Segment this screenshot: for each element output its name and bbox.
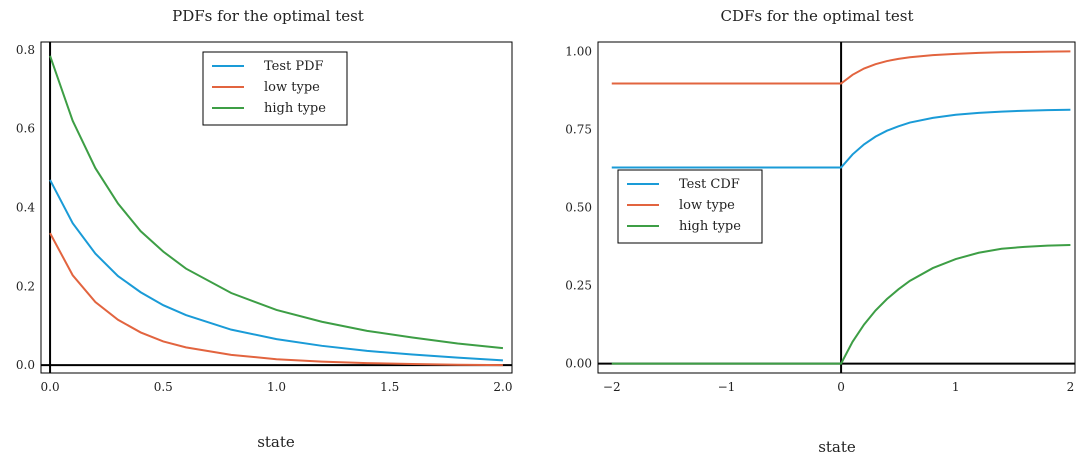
pdf-x-tick-label: 0.0 bbox=[41, 380, 60, 394]
pdf-x-ticks: 0.0 0.5 1.0 1.5 2.0 bbox=[41, 380, 513, 394]
cdf-series-high-type bbox=[611, 243, 1071, 365]
cdf-x-axis-label: state bbox=[818, 438, 856, 456]
cdf-x-tick-label: −2 bbox=[603, 380, 621, 394]
cdf-y-tick-label: 0.50 bbox=[565, 201, 592, 215]
pdf-y-tick-label: 0.4 bbox=[16, 201, 35, 215]
cdf-x-tick-label: 0 bbox=[837, 380, 845, 394]
cdf-y-tick-label: 0.75 bbox=[565, 122, 592, 136]
cdf-legend-box bbox=[617, 169, 763, 244]
pdf-chart-title: PDFs for the optimal test bbox=[172, 7, 364, 25]
cdf-axis-lines bbox=[598, 42, 1075, 373]
pdf-series-low-type bbox=[49, 232, 503, 367]
pdf-y-ticks: 0.0 0.2 0.4 0.6 0.8 bbox=[16, 43, 35, 372]
pdf-y-tick-label: 0.0 bbox=[16, 358, 35, 372]
pdf-legend-label: high type bbox=[264, 101, 326, 116]
pdf-x-tick-label: 0.5 bbox=[154, 380, 173, 394]
cdf-chart-panel: CDFs for the optimal test −2 −1 0 1 2 0.000.… bbox=[565, 7, 1076, 456]
pdf-legend: Test PDF low type high type bbox=[202, 51, 348, 126]
pdf-y-tick-label: 0.2 bbox=[16, 279, 35, 293]
pdf-legend-label: low type bbox=[264, 80, 320, 95]
pdf-x-tick-label: 1.5 bbox=[380, 380, 399, 394]
pdf-series-high-type bbox=[49, 55, 504, 350]
pdf-chart-panel: PDFs for the optimal test 0.0 0.5 1.0 1.5 2.… bbox=[16, 7, 513, 451]
cdf-y-tick-label: 0.25 bbox=[565, 279, 592, 293]
cdf-series-test-cdf bbox=[611, 108, 1071, 169]
pdf-legend-label: Test PDF bbox=[264, 59, 324, 74]
cdf-y-tick-label: 1.00 bbox=[565, 44, 592, 58]
pdf-y-tick-label: 0.8 bbox=[16, 43, 35, 57]
cdf-y-ticks: 0.00 0.25 0.50 0.75 1.00 bbox=[565, 44, 592, 370]
cdf-legend: Test CDF low type high type bbox=[617, 169, 763, 244]
pdf-plot-frame bbox=[40, 41, 513, 374]
cdf-legend-label: high type bbox=[679, 219, 741, 234]
pdf-series-group bbox=[49, 55, 504, 367]
cdf-x-tick-label: 2 bbox=[1067, 380, 1075, 394]
cdf-x-tick-label: 1 bbox=[952, 380, 960, 394]
cdf-x-ticks: −2 −1 0 1 2 bbox=[603, 380, 1074, 394]
cdf-y-tick-label: 0.00 bbox=[565, 357, 592, 371]
pdf-series-test-pdf bbox=[49, 179, 504, 362]
pdf-legend-box bbox=[202, 51, 348, 126]
cdf-chart-title: CDFs for the optimal test bbox=[720, 7, 913, 25]
cdf-series-low-type bbox=[611, 50, 1071, 85]
cdf-legend-label: low type bbox=[679, 198, 735, 213]
cdf-legend-label: Test CDF bbox=[679, 177, 740, 192]
cdf-series-group bbox=[611, 50, 1071, 365]
pdf-x-axis-label: state bbox=[257, 433, 295, 451]
pdf-x-tick-label: 2.0 bbox=[493, 380, 512, 394]
cdf-plot-frame bbox=[597, 41, 1076, 374]
cdf-x-tick-label: −1 bbox=[718, 380, 736, 394]
pdf-y-tick-label: 0.6 bbox=[16, 122, 35, 136]
pdf-x-tick-label: 1.0 bbox=[267, 380, 286, 394]
